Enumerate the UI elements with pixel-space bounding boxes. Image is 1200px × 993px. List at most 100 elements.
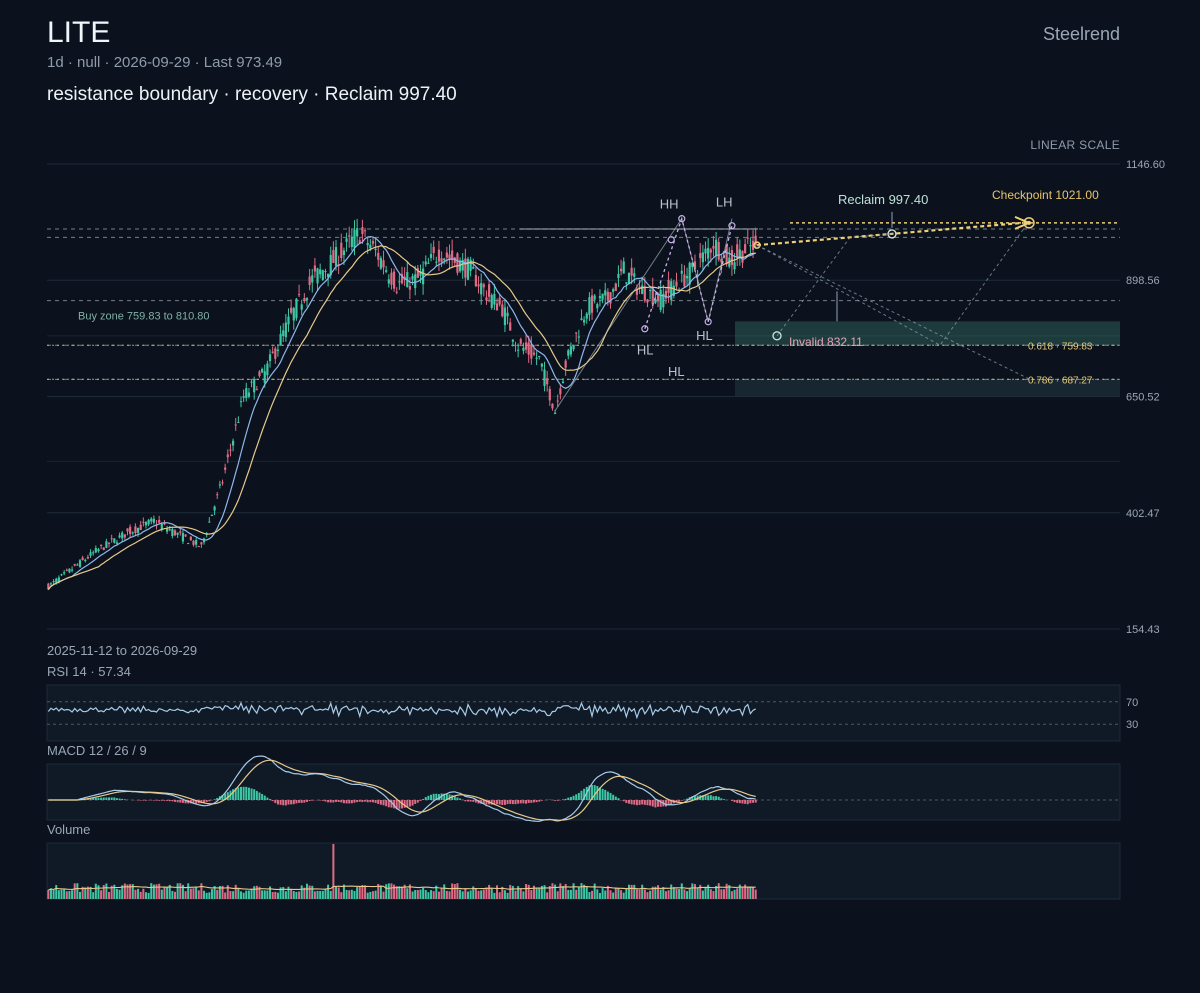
volume-bar: [129, 884, 132, 899]
macd-bar: [387, 800, 390, 808]
checkpoint-dot: [1027, 220, 1031, 225]
macd-bar: [305, 800, 308, 802]
macd-bar: [464, 800, 467, 802]
candle: [445, 246, 448, 264]
macd-bar: [472, 800, 475, 802]
volume-bar: [437, 891, 440, 899]
candle-body: [456, 253, 459, 273]
candle: [197, 545, 200, 548]
candle: [614, 282, 617, 292]
macd-bar: [443, 793, 446, 800]
macd-bar: [358, 800, 361, 802]
candle-body: [70, 569, 74, 571]
volume-bar: [242, 892, 245, 899]
candle: [403, 267, 406, 286]
candle-body: [685, 275, 689, 279]
candle: [451, 239, 454, 268]
volume-bar: [733, 889, 736, 899]
candle: [361, 219, 364, 244]
candle: [105, 538, 108, 549]
macd-bar: [113, 797, 116, 800]
candle-body: [377, 252, 380, 260]
candle-body: [429, 254, 433, 258]
volume-bar: [105, 883, 108, 899]
volume-bar: [419, 889, 422, 899]
candle-body: [274, 348, 277, 359]
volume-bar: [131, 884, 134, 899]
buy-zone: [735, 321, 1120, 346]
candle: [311, 268, 314, 293]
volume-bar: [559, 883, 562, 899]
candle-body: [221, 482, 224, 484]
candle: [464, 248, 467, 286]
macd-bar: [118, 798, 121, 800]
volume-bar: [527, 884, 530, 899]
candle: [81, 555, 84, 561]
candle: [538, 355, 541, 360]
candle-body: [664, 290, 668, 299]
candle-body: [754, 235, 757, 246]
candle: [509, 318, 512, 331]
volume-label: Volume: [47, 822, 91, 837]
volume-bar: [158, 883, 161, 899]
volume-bar: [313, 891, 316, 899]
volume-bar: [271, 892, 274, 899]
candle: [482, 282, 485, 297]
volume-bar: [466, 891, 469, 899]
macd-bar: [540, 800, 543, 801]
volume-bar: [137, 888, 140, 899]
lower-zone: [735, 379, 1120, 397]
candle: [184, 534, 187, 538]
candle-body: [55, 578, 58, 583]
volume-bar: [443, 884, 446, 899]
volume-bar: [60, 889, 63, 899]
candle-body: [435, 261, 438, 263]
volume-bar: [147, 892, 150, 899]
candle-body: [173, 530, 177, 536]
macd-bar: [176, 800, 179, 803]
macd-bar: [282, 800, 285, 806]
candle-body: [242, 396, 245, 398]
macd-bar: [717, 796, 720, 800]
candle: [696, 269, 699, 287]
candle: [324, 268, 327, 279]
candle: [604, 282, 607, 304]
volume-bar: [501, 886, 504, 899]
candle-body: [131, 532, 134, 534]
candle: [131, 531, 134, 536]
fib-label: 0.618 · 759.83: [1028, 341, 1093, 352]
volume-bar: [324, 889, 327, 899]
macd-bar: [303, 800, 306, 803]
candle-body: [168, 529, 171, 531]
volume-bar: [554, 884, 557, 899]
macd-bar: [174, 800, 177, 802]
volume-bar: [598, 892, 601, 899]
swing-label: HL: [696, 328, 713, 343]
candle-body: [387, 279, 390, 284]
macd-bar: [353, 800, 356, 803]
candle-body: [84, 559, 87, 562]
macd-bar: [115, 798, 118, 800]
volume-bar: [514, 890, 517, 899]
candle: [313, 257, 316, 278]
candle: [345, 232, 348, 252]
volume-bar: [350, 889, 353, 899]
macd-bar: [327, 800, 330, 803]
volume-bar: [480, 890, 483, 899]
candle-body: [736, 244, 739, 259]
candle-body: [181, 533, 185, 542]
candle: [210, 514, 214, 517]
macd-bar: [604, 789, 607, 800]
candle-body: [530, 344, 533, 359]
volume-bar: [482, 889, 485, 899]
scale-toggle[interactable]: LINEAR SCALE: [1030, 138, 1120, 152]
candle-body: [284, 322, 287, 338]
volume-bar: [221, 885, 224, 899]
candle: [437, 240, 441, 272]
candle-body: [567, 350, 570, 356]
volume-bar: [588, 892, 591, 899]
macd-bar: [414, 800, 417, 804]
candle: [92, 550, 95, 556]
candle-body: [348, 235, 351, 237]
